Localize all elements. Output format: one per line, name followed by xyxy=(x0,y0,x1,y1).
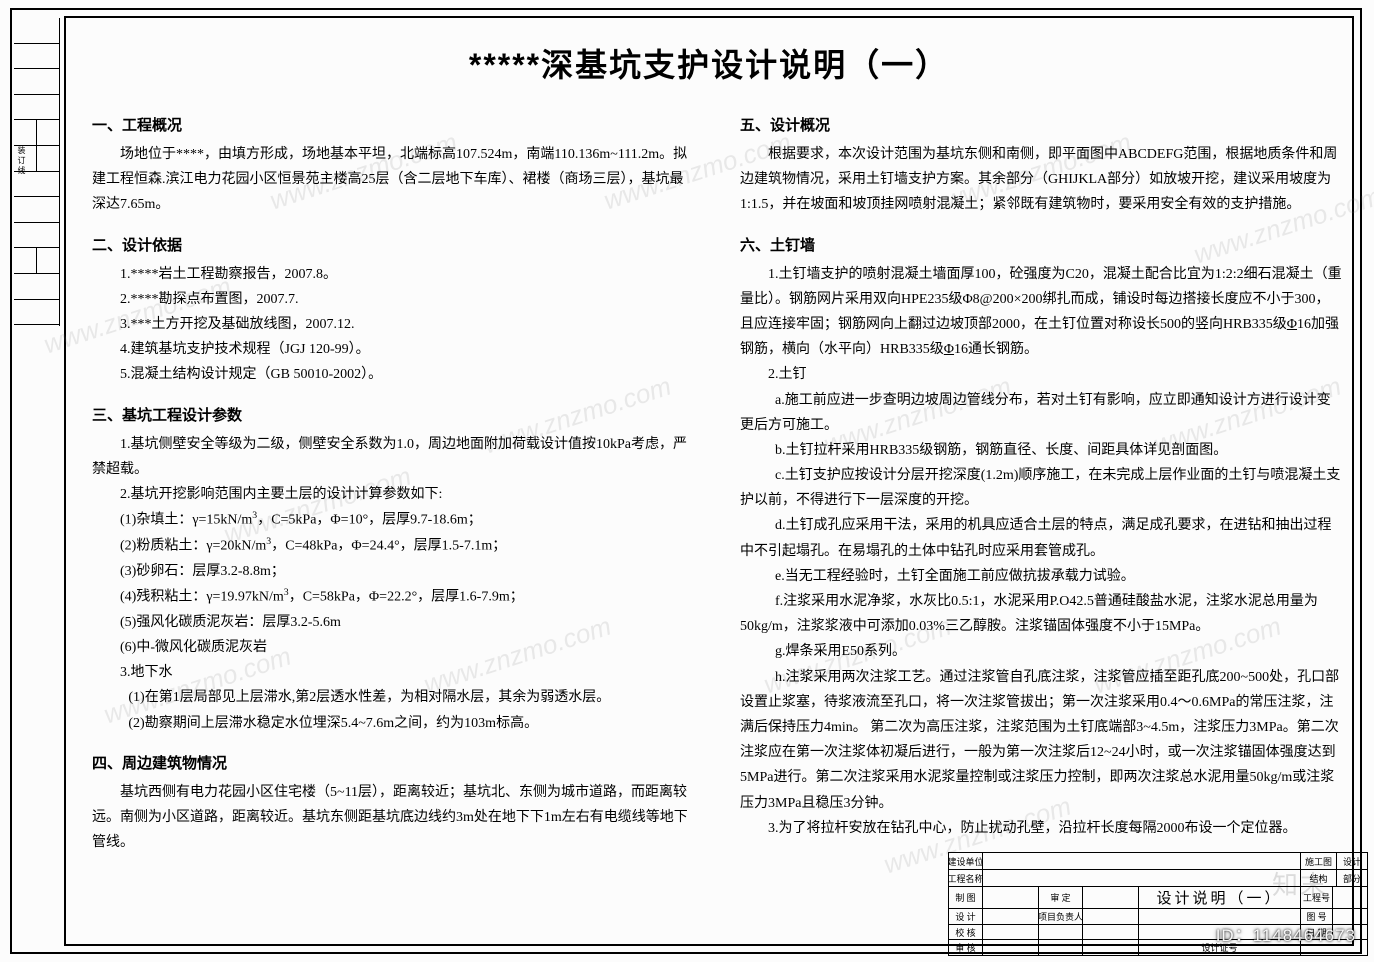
page-title: *****深基坑支护设计说明（一） xyxy=(64,40,1354,86)
list-item: c.土钉支护应按设计分层开挖深度(1.2m)顺序施工，在未完成上层作业面的土钉与… xyxy=(740,463,1342,513)
list-item: (6)中-微风化碳质泥灰岩 xyxy=(92,635,694,660)
tb-r5c0: 审 核 xyxy=(949,940,983,955)
list-item: 3.***土方开挖及基础放线图，2007.12. xyxy=(92,312,694,337)
tb-r3c3 xyxy=(1083,909,1139,924)
tb-r5lbl: 设计证号 xyxy=(1139,940,1301,955)
list-item: (1)在第1层局部见上层滞水,第2层透水性差，为相对隔水层，其余为弱透水层。 xyxy=(92,685,694,710)
tb-r5c2 xyxy=(1039,940,1083,955)
drawing-name: 设计说明（一） xyxy=(1139,887,1301,908)
tb-r4c4: 日 期 xyxy=(1301,925,1333,940)
list-item: (3)砂卵石：层厚3.2-8.8m； xyxy=(92,559,694,584)
tb-r3c2: 项目负责人 xyxy=(1039,909,1083,924)
column-left: 一、工程概况 场地位于****，由填方形成，场地基本平坦，北端标高107.524… xyxy=(92,112,694,852)
s1-body: 场地位于****，由填方形成，场地基本平坦，北端标高107.524m，南端110… xyxy=(92,142,694,218)
tb-r3c5 xyxy=(1333,909,1367,924)
list-item: 4.建筑基坑支护技术规程（JGJ 120-99）。 xyxy=(92,337,694,362)
list-item: d.土钉成孔应采用干法，采用的机具应适合土层的特点，满足成孔要求，在进钻和抽出过… xyxy=(740,513,1342,563)
binding-margin: 装订线 xyxy=(14,18,60,326)
tb-r5c4 xyxy=(1301,940,1367,955)
tb-r3c1 xyxy=(983,909,1039,924)
tb-r3c4: 图 号 xyxy=(1301,909,1333,924)
list-item: 5.混凝土结构设计规定（GB 50010-2002）。 xyxy=(92,362,694,387)
tb-r4c2 xyxy=(1039,925,1083,940)
heading-4: 四、周边建筑物情况 xyxy=(92,750,694,777)
tb-r0c1 xyxy=(983,853,1301,869)
column-right: 五、设计概况 根据要求，本次设计范围为基坑东侧和南侧，即平面图中ABCDEFG范… xyxy=(740,112,1342,852)
tb-r1c1 xyxy=(983,870,1301,886)
s6-p3: 3.为了将拉杆安放在钻孔中心，防止扰动孔壁，沿拉杆长度每隔2000布设一个定位器… xyxy=(740,816,1342,841)
list-item: (2)勘察期间上层滞水稳定水位埋深5.4~7.6m之间，约为103m标高。 xyxy=(92,711,694,736)
heading-3: 三、基坑工程设计参数 xyxy=(92,402,694,429)
s3-p1: 1.基坑侧壁安全等级为二级，侧壁安全系数为1.0，周边地面附加荷载设计值按10k… xyxy=(92,432,694,482)
tb-r1c0: 工程名称 xyxy=(949,870,983,886)
tb-mid3 xyxy=(1139,909,1301,924)
s3-p3: 3.地下水 xyxy=(92,660,694,685)
s4-body: 基坑西侧有电力花园小区住宅楼（5~11层），距离较近；基坑北、东侧为城市道路，而… xyxy=(92,780,694,856)
tb-r0c3: 设计 xyxy=(1337,853,1367,869)
tb-r5c1 xyxy=(983,940,1039,955)
title-block: 建设单位 施工图 设计 工程名称 结构 部分 制 图 审 定 设计说明（一） 工… xyxy=(948,852,1368,956)
tb-r1c2: 结构 xyxy=(1301,870,1337,886)
tb-r4c3 xyxy=(1083,925,1139,940)
tb-r4c1 xyxy=(983,925,1039,940)
list-item: h.注浆采用两次注浆工艺。通过注浆管自孔底注浆，注浆管应插至距孔底200~500… xyxy=(740,665,1342,816)
list-item: (4)残积粘土：γ=19.97kN/m3，C=58kPa，Φ=22.2°，层厚1… xyxy=(92,584,694,610)
list-item: 2.****勘探点布置图，2007.7. xyxy=(92,287,694,312)
tb-r2c4: 工程号 xyxy=(1301,887,1333,908)
list-item: (2)粉质粘土：γ=20kN/m3，C=48kPa，Φ=24.4°，层厚1.5-… xyxy=(92,533,694,559)
list-item: f.注浆采用水泥净浆，水灰比0.5:1，水泥采用P.O42.5普通硅酸盐水泥，注… xyxy=(740,589,1342,639)
tb-r5c3 xyxy=(1083,940,1139,955)
tb-r2c0: 制 图 xyxy=(949,887,983,908)
s3-p2: 2.基坑开挖影响范围内主要土层的设计计算参数如下: xyxy=(92,482,694,507)
tb-r2c5 xyxy=(1333,887,1367,908)
binding-label: 装订线 xyxy=(16,146,27,176)
tb-mid4 xyxy=(1139,925,1301,940)
tb-r2c3 xyxy=(1083,887,1139,908)
list-item: (1)杂填土：γ=15kN/m3，C=5kPa，Φ=10°，层厚9.7-18.6… xyxy=(92,507,694,533)
tb-r4c0: 校 核 xyxy=(949,925,983,940)
s6-p1: 1.土钉墙支护的喷射混凝土墙面厚100，砼强度为C20，混凝土配合比宜为1:2:… xyxy=(740,262,1342,363)
list-item: e.当无工程经验时，土钉全面施工前应做抗拔承载力试验。 xyxy=(740,564,1342,589)
tb-r1c3: 部分 xyxy=(1337,870,1367,886)
tb-r2c2: 审 定 xyxy=(1039,887,1083,908)
tb-r4c5 xyxy=(1333,925,1367,940)
list-item: b.土钉拉杆采用HRB335级钢筋，钢筋直径、长度、间距具体详见剖面图。 xyxy=(740,438,1342,463)
s5-body: 根据要求，本次设计范围为基坑东侧和南侧，即平面图中ABCDEFG范围，根据地质条… xyxy=(740,142,1342,218)
list-item: 1.****岩土工程勘察报告，2007.8。 xyxy=(92,262,694,287)
list-item: g.焊条采用E50系列。 xyxy=(740,639,1342,664)
list-item: a.施工前应进一步查明边坡周边管线分布，若对土钉有影响，应立即通知设计方进行设计… xyxy=(740,388,1342,438)
tb-r0c2: 施工图 xyxy=(1301,853,1337,869)
s6-p2: 2.土钉 xyxy=(740,362,1342,387)
heading-2: 二、设计依据 xyxy=(92,232,694,259)
content-area: 一、工程概况 场地位于****，由填方形成，场地基本平坦，北端标高107.524… xyxy=(92,112,1342,852)
heading-5: 五、设计概况 xyxy=(740,112,1342,139)
heading-1: 一、工程概况 xyxy=(92,112,694,139)
tb-r3c0: 设 计 xyxy=(949,909,983,924)
tb-r2c1 xyxy=(983,887,1039,908)
list-item: (5)强风化碳质泥灰岩：层厚3.2-5.6m xyxy=(92,610,694,635)
tb-r0c0: 建设单位 xyxy=(949,853,983,869)
heading-6: 六、土钉墙 xyxy=(740,232,1342,259)
